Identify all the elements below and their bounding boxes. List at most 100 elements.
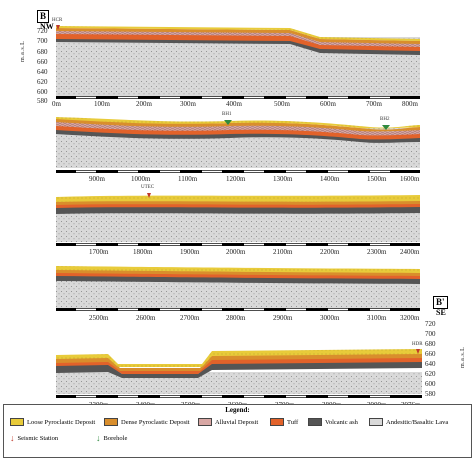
p3-xtick: 2100m — [273, 248, 293, 256]
p1-loose — [56, 26, 420, 41]
p3-xtick: 1800m — [133, 248, 153, 256]
p1-ytick-660: 660 — [37, 58, 48, 66]
p2-loose — [56, 117, 420, 129]
p1-xtick: 700m — [366, 100, 382, 108]
loose-pyroclastic-swatch — [10, 418, 24, 426]
alluvial-swatch — [198, 418, 212, 426]
p4-scale-bar — [56, 308, 420, 311]
borehole-arrow-icon: ↓ — [96, 433, 101, 443]
p2-xtick: 1000m — [131, 175, 151, 183]
volcanic-ash-swatch — [308, 418, 322, 426]
p1-scale-bar — [56, 96, 420, 99]
p5-ytick-720: 720 — [425, 320, 436, 328]
p4-loose — [56, 266, 420, 273]
p2-xtick: 1300m — [273, 175, 293, 183]
p3-xtick: 1900m — [180, 248, 200, 256]
p3-xtick: 2400m — [400, 248, 420, 256]
p3-xtick: 2200m — [320, 248, 340, 256]
p1-ytick-580: 580 — [37, 97, 48, 105]
bh1-borehole-icon — [224, 120, 232, 125]
p1-tuff — [56, 31, 420, 51]
hcr-seismic-station-icon — [56, 25, 60, 30]
p1-xtick: 400m — [226, 100, 242, 108]
p1-alluvial — [56, 30, 420, 47]
p1-xtick: 300m — [180, 100, 196, 108]
seismic-station-arrow-icon: ↓ — [10, 433, 15, 443]
hdr-label: HDR — [412, 342, 423, 347]
legend: Legend: Loose Pyroclastic Deposit Dense … — [3, 404, 472, 458]
legend-title: Legend: — [225, 406, 250, 414]
legend-item-dense-pyroclastic: Dense Pyroclastic Deposit — [104, 418, 190, 426]
p4-xtick: 2800m — [226, 314, 246, 322]
direction-nw: NW — [40, 22, 54, 31]
p3-lava — [56, 210, 420, 242]
panel-2-section — [56, 117, 420, 173]
panel-1-section — [56, 25, 420, 99]
p2-xtick: 1500m — [367, 175, 387, 183]
p4-xtick: 2700m — [180, 314, 200, 322]
legend-item-lava: Andesitic/Basaltic Lava — [369, 418, 448, 426]
p1-xtick: 200m — [136, 100, 152, 108]
p3-loose — [56, 195, 420, 202]
p4-xtick: 3100m — [367, 314, 387, 322]
p5-loose — [56, 349, 422, 367]
p5-ytick-700: 700 — [425, 330, 436, 338]
p5-ytick-580: 580 — [425, 390, 436, 398]
p3-xtick: 1700m — [89, 248, 109, 256]
p5-dense — [56, 353, 422, 371]
p2-alluvial — [56, 120, 420, 136]
p1-xtick: 600m — [320, 100, 336, 108]
p5-ytick-640: 640 — [425, 360, 436, 368]
legend-item-seismic-station: ↓ Seismic Station — [10, 433, 59, 443]
p4-xtick: 2500m — [89, 314, 109, 322]
utec-label: UTEC — [141, 185, 155, 190]
p5-scale-bar — [56, 395, 422, 398]
p5-tuff — [56, 356, 422, 374]
p2-xtick: 1100m — [178, 175, 198, 183]
p1-ytick-600: 600 — [37, 88, 48, 96]
bh2-borehole-icon — [382, 125, 390, 130]
p1-ytick-680: 680 — [37, 48, 48, 56]
section-start-label: B — [37, 10, 50, 23]
p5-lava — [56, 372, 422, 394]
bh2-label: BH2 — [380, 117, 390, 122]
p5-ytick-600: 600 — [425, 380, 436, 388]
p2-xtick: 1400m — [320, 175, 340, 183]
p2-xtick: 1200m — [226, 175, 246, 183]
p1-dense — [56, 28, 420, 44]
p4-xtick: 2900m — [273, 314, 293, 322]
p2-tuff — [56, 122, 420, 140]
dense-pyroclastic-swatch — [104, 418, 118, 426]
section-end-label: B' — [433, 296, 448, 309]
legend-item-tuff: Tuff — [270, 418, 298, 426]
tuff-swatch — [270, 418, 284, 426]
p1-ytick-720: 720 — [37, 27, 48, 35]
legend-item-borehole: ↓ Borehole — [96, 433, 128, 443]
p1-ytick-640: 640 — [37, 68, 48, 76]
lava-swatch — [369, 418, 383, 426]
legend-item-volcanic-ash: Volcanic ash — [308, 418, 358, 426]
p1-xtick: 500m — [274, 100, 290, 108]
p1-xtick: 0m — [52, 100, 61, 108]
p1-ytick-700: 700 — [37, 37, 48, 45]
p1-xtick: 800m — [402, 100, 418, 108]
p2-scale-bar — [56, 170, 420, 173]
p4-xtick: 3000m — [320, 314, 340, 322]
p1-ytick-620: 620 — [37, 78, 48, 86]
direction-se: SE — [436, 308, 446, 317]
p3-xtick: 2000m — [226, 248, 246, 256]
panel-3-section — [56, 193, 420, 246]
p5-ash — [56, 360, 422, 378]
panel-5-section — [56, 349, 422, 398]
p4-xtick: 2600m — [136, 314, 156, 322]
p2-xtick: 900m — [89, 175, 105, 183]
p2-dense — [56, 118, 420, 132]
p5-ytick-680: 680 — [425, 340, 436, 348]
hcr-label: HCR — [52, 18, 63, 23]
legend-item-alluvial: Alluvial Deposit — [198, 418, 258, 426]
p5-ytick-660: 660 — [425, 350, 436, 358]
p3-xtick: 2300m — [367, 248, 387, 256]
panel-4-section — [56, 266, 420, 311]
p1-xtick: 100m — [94, 100, 110, 108]
